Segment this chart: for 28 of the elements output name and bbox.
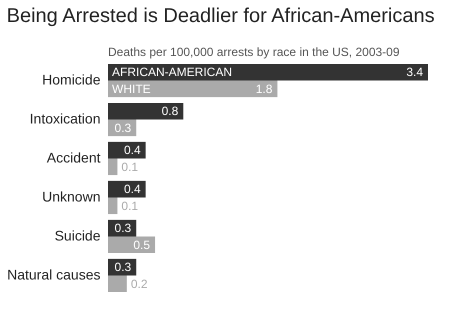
y-tick-label: Intoxication — [30, 110, 100, 127]
y-tick-label: Suicide — [54, 227, 101, 244]
bar — [108, 275, 127, 292]
data-label: 0.8 — [162, 104, 179, 118]
data-label: 0.1 — [121, 198, 138, 213]
bar — [108, 158, 118, 176]
data-label: 0.3 — [114, 120, 132, 135]
data-label: 0.4 — [124, 182, 141, 196]
data-label: 0.5 — [133, 238, 150, 252]
series-label: WHITE — [112, 82, 151, 96]
bar — [108, 102, 184, 120]
data-label: 1.8 — [256, 82, 273, 96]
data-label: 0.3 — [114, 260, 132, 274]
chart-subtitle: Deaths per 100,000 arrests by race in the US, 2003-09 — [108, 45, 400, 59]
series-label: AFRICAN-AMERICAN — [112, 65, 232, 80]
y-tick-label: Unknown — [42, 188, 100, 204]
y-tick-label: Natural causes — [7, 266, 100, 282]
y-tick-label: Homicide — [42, 72, 101, 88]
data-label: 0.3 — [114, 221, 132, 236]
y-tick-label: Accident — [46, 150, 101, 166]
bar — [108, 236, 156, 254]
bar — [108, 80, 278, 98]
data-label: 0.4 — [124, 143, 141, 158]
data-label: 0.1 — [121, 160, 138, 174]
bar — [108, 197, 118, 214]
data-label: 3.4 — [406, 65, 424, 80]
chart-title: Being Arrested is Deadlier for African-Americans — [6, 5, 435, 27]
data-label: 0.2 — [130, 276, 148, 291]
